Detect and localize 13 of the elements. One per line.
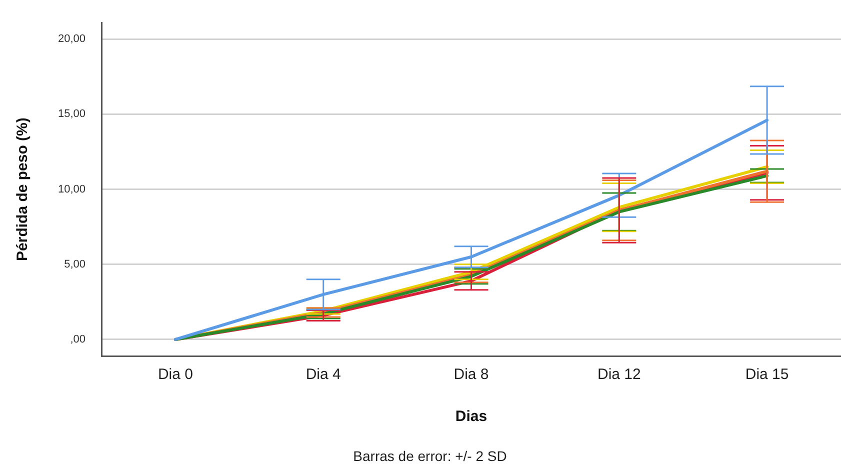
y-tick-label: 10,00 [58,183,86,196]
y-tick-label: 15,00 [58,108,86,120]
x-tick-label: Dia 12 [597,366,641,384]
y-axis-title: Pérdida de peso (%) [14,118,32,261]
x-tick-label: Dia 15 [745,366,789,384]
x-tick-label: Dia 8 [454,366,489,384]
y-tick-label: 5,00 [64,258,86,270]
x-axis-title: Dias [455,408,488,426]
y-tick-label: ,00 [70,334,86,346]
x-tick-label: Dia 4 [306,366,341,384]
x-tick-label: Dia 0 [158,366,193,384]
text: Barras de error: +/- 2 SD [353,448,507,464]
y-tick-label: 20,00 [58,33,86,46]
